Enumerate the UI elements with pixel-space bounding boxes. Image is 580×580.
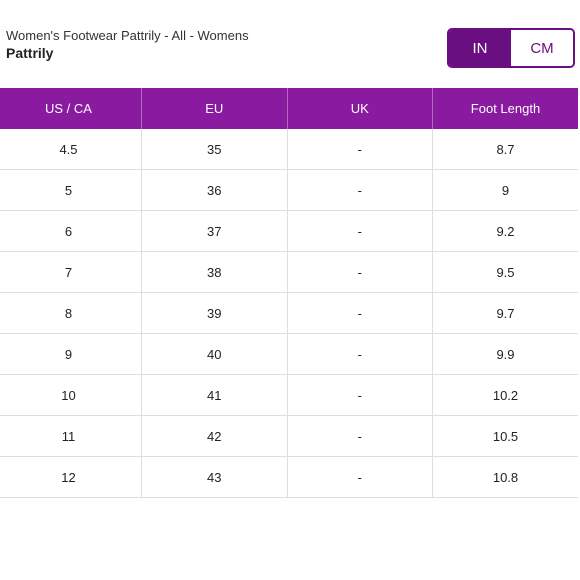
eu-cell: 43: [141, 456, 288, 498]
eu-cell: 38: [141, 251, 288, 293]
us-ca-cell: 9: [0, 333, 142, 375]
uk-cell: -: [287, 374, 433, 416]
column-header-eu: EU: [141, 88, 288, 129]
us-ca-cell: 4.5: [0, 129, 142, 170]
eu-cell: 36: [141, 169, 288, 211]
table-row: 11 42-10.5: [0, 415, 578, 457]
uk-cell: -: [287, 333, 433, 375]
eu-cell: 42: [141, 415, 288, 457]
us-ca-cell: 12: [0, 456, 142, 498]
foot-length-cell: 10.2: [432, 374, 578, 416]
table-header-row: US / CA EU UK Foot Length: [0, 88, 578, 129]
brand-name: Pattrily: [6, 45, 54, 61]
foot-length-cell: 10.5: [432, 415, 578, 457]
foot-length-cell: 8.7: [432, 129, 578, 170]
unit-button-in[interactable]: IN: [449, 30, 511, 66]
unit-button-cm[interactable]: CM: [511, 30, 573, 66]
eu-cell: 35: [141, 129, 288, 170]
us-ca-cell: 8: [0, 292, 142, 334]
table-row: 10 41-10.2: [0, 374, 578, 416]
table-row: 8 39-9.7: [0, 292, 578, 334]
size-table: US / CA EU UK Foot Length 4.5 35-8.7 5 36-9…: [0, 88, 578, 498]
column-header-us-ca: US / CA: [0, 88, 142, 129]
eu-cell: 40: [141, 333, 288, 375]
foot-length-cell: 9.9: [432, 333, 578, 375]
foot-length-cell: 9.5: [432, 251, 578, 293]
uk-cell: -: [287, 251, 433, 293]
foot-length-cell: 9.2: [432, 210, 578, 252]
column-header-foot-length: Foot Length: [432, 88, 578, 129]
table-row: 9 40-9.9: [0, 333, 578, 375]
us-ca-cell: 11: [0, 415, 142, 457]
table-row: 7 38-9.5: [0, 251, 578, 293]
uk-cell: -: [287, 292, 433, 334]
uk-cell: -: [287, 169, 433, 211]
foot-length-cell: 9.7: [432, 292, 578, 334]
column-header-uk: UK: [287, 88, 433, 129]
size-table-body: 4.5 35-8.7 5 36-9 6 37-9.2 7 38-9.5 8 39-9.7 9 40-9…: [0, 129, 578, 498]
table-row: 5 36-9: [0, 169, 578, 211]
table-row: 6 37-9.2: [0, 210, 578, 252]
eu-cell: 41: [141, 374, 288, 416]
foot-length-cell: 9: [432, 169, 578, 211]
us-ca-cell: 5: [0, 169, 142, 211]
foot-length-cell: 10.8: [432, 456, 578, 498]
eu-cell: 39: [141, 292, 288, 334]
uk-cell: -: [287, 210, 433, 252]
table-row: 12 43-10.8: [0, 456, 578, 498]
eu-cell: 37: [141, 210, 288, 252]
chart-header: Women's Footwear Pattrily - All - Womens…: [6, 28, 249, 62]
us-ca-cell: 7: [0, 251, 142, 293]
unit-toggle: IN CM: [447, 28, 575, 68]
uk-cell: -: [287, 456, 433, 498]
us-ca-cell: 6: [0, 210, 142, 252]
us-ca-cell: 10: [0, 374, 142, 416]
uk-cell: -: [287, 415, 433, 457]
table-row: 4.5 35-8.7: [0, 129, 578, 170]
chart-subtitle: Women's Footwear Pattrily - All - Womens: [6, 28, 249, 43]
uk-cell: -: [287, 129, 433, 170]
